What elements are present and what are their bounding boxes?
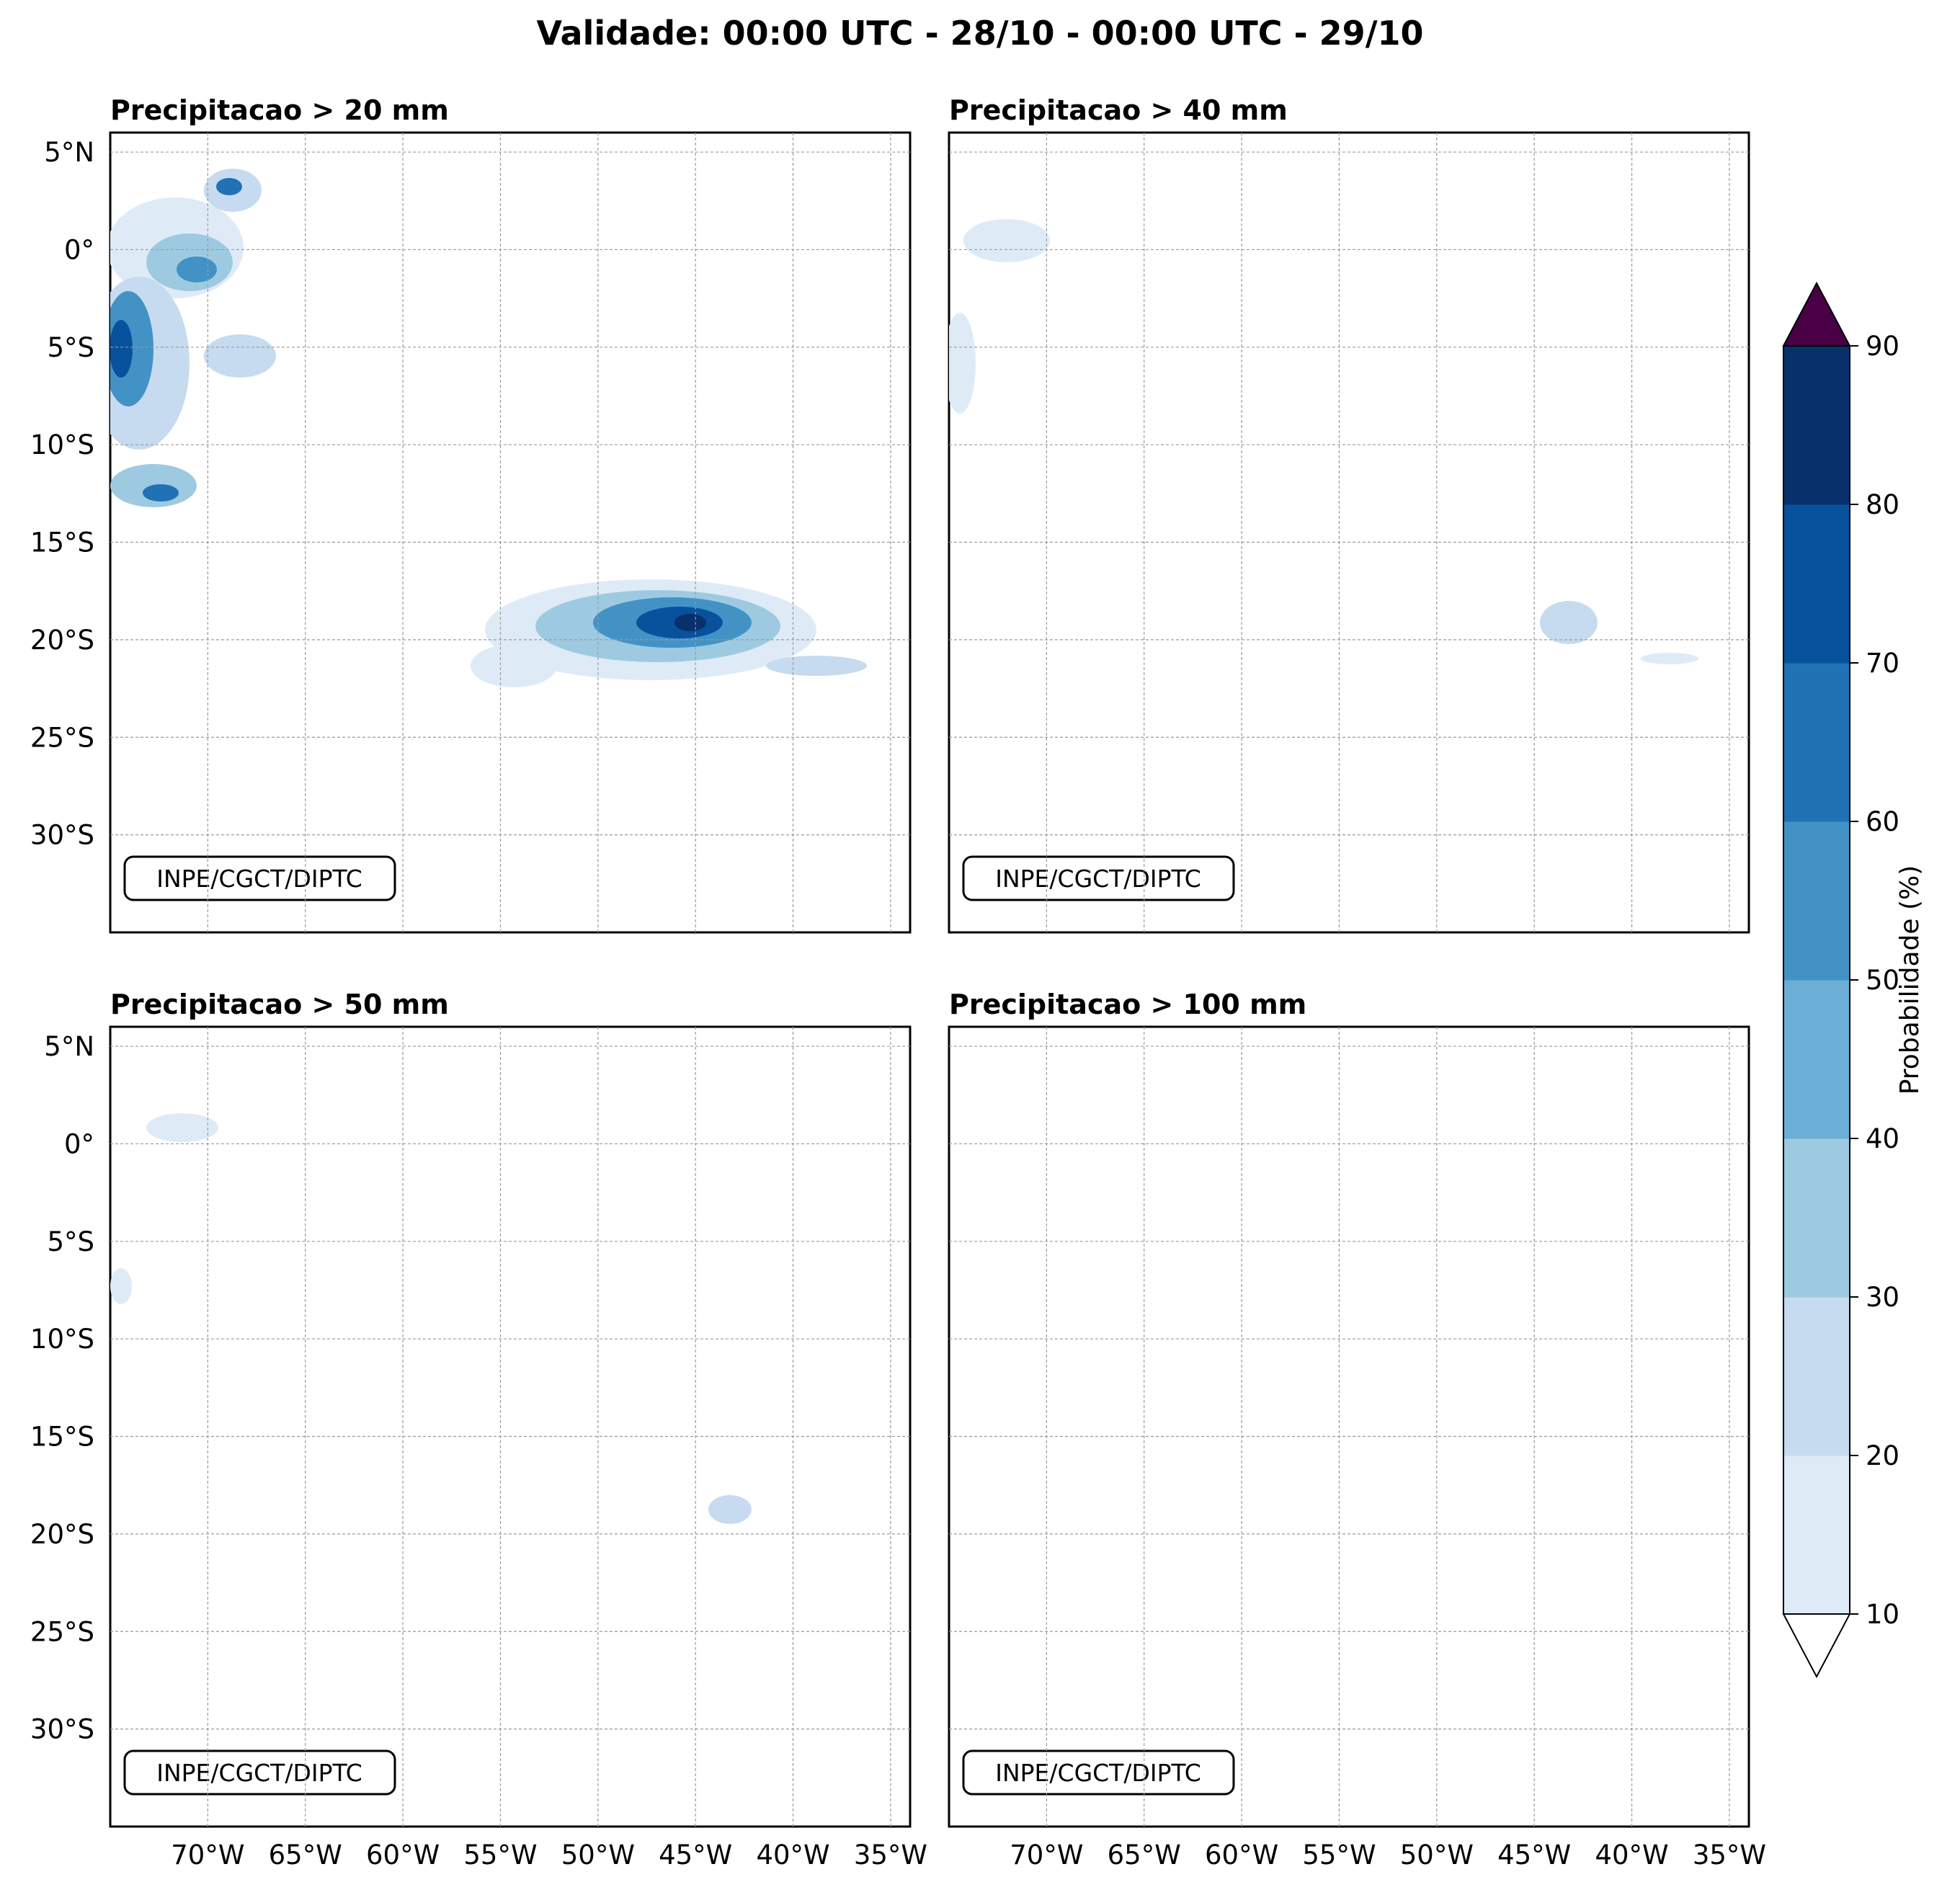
credit-box (123, 1749, 396, 1796)
map-frame (948, 131, 1750, 934)
lat-tick-label: 0° (64, 1128, 94, 1159)
lat-tick-label: 20°S (30, 625, 94, 656)
colorbar-tick-label: 60 (1866, 806, 1899, 837)
map-frame (109, 131, 912, 934)
panel-prec-50mm: INPE/CGCT/DIPTC Precipitacao > 50 mm (109, 989, 912, 1828)
panel-title: Precipitacao > 40 mm (949, 94, 1288, 126)
panel-title: Precipitacao > 100 mm (949, 989, 1306, 1020)
lat-tick-label: 5°S (47, 332, 94, 363)
lon-tick-label: 70°W (171, 1840, 244, 1871)
panel-prec-20mm: INPE/CGCT/DIPTC Precipitacao > 20 mm (109, 94, 912, 934)
colorbar-segment (1783, 346, 1850, 505)
credit-text: INPE/CGCT/DIPTC (156, 1759, 362, 1787)
probability-shading (110, 1113, 752, 1524)
colorbar-tick-label: 40 (1866, 1123, 1899, 1154)
lon-tick-label: 40°W (756, 1840, 829, 1871)
credit-box (123, 855, 396, 901)
lat-tick-label: 5°S (47, 1226, 94, 1257)
panel-title: Precipitacao > 50 mm (110, 989, 449, 1020)
lat-tick-label: 20°S (30, 1519, 94, 1550)
colorbar-tick-label: 10 (1866, 1599, 1899, 1630)
lon-tick-label: 40°W (1595, 1840, 1668, 1871)
lon-tick-label: 45°W (659, 1840, 732, 1871)
credit-text: INPE/CGCT/DIPTC (156, 865, 362, 893)
colorbar-segment (1783, 821, 1850, 981)
colorbar-tick-label: 90 (1866, 331, 1899, 362)
panel-prec-40mm: INPE/CGCT/DIPTC Precipitacao > 40 mm (948, 94, 1750, 934)
lon-tick-label: 50°W (561, 1840, 635, 1871)
lat-tick-label: 15°S (30, 1422, 94, 1453)
credit-box (962, 1749, 1235, 1796)
lat-tick-label: 30°S (30, 1714, 94, 1745)
colorbar-label: Probabilidade (%) (1895, 865, 1925, 1095)
lon-tick-label: 45°W (1497, 1840, 1571, 1871)
colorbar-tick-label: 50 (1866, 965, 1899, 996)
colorbar-tick-label: 70 (1866, 648, 1899, 679)
colorbar-segment (1783, 1297, 1850, 1456)
panel-prec-100mm: INPE/CGCT/DIPTC Precipitacao > 100 mm (948, 989, 1750, 1828)
colorbar-under-arrow (1782, 1613, 1851, 1679)
lon-tick-label: 55°W (463, 1840, 537, 1871)
lat-tick-label: 10°S (30, 429, 94, 460)
figure-title: Validade: 00:00 UTC - 28/10 - 00:00 UTC … (536, 14, 1423, 53)
lat-tick-label: 15°S (30, 527, 94, 558)
gridlines (949, 1027, 1749, 1827)
probability-shading (110, 169, 867, 687)
lon-tick-label: 60°W (1205, 1840, 1278, 1871)
lon-tick-label: 60°W (366, 1840, 440, 1871)
lon-tick-label: 35°W (854, 1840, 927, 1871)
lat-tick-label: 10°S (30, 1324, 94, 1355)
panel-title: Precipitacao > 20 mm (110, 94, 449, 126)
credit-text: INPE/CGCT/DIPTC (995, 865, 1201, 893)
colorbar-segment (1783, 1455, 1850, 1615)
lon-tick-label: 50°W (1400, 1840, 1474, 1871)
colorbar-tick-label: 30 (1866, 1282, 1899, 1313)
colorbar-over-arrow (1782, 281, 1851, 347)
gridlines (110, 133, 910, 932)
lon-tick-label: 65°W (1108, 1840, 1181, 1871)
lat-tick-label: 5°N (44, 1031, 94, 1062)
gridlines (110, 1027, 910, 1827)
lat-tick-label: 0° (64, 234, 94, 265)
colorbar: 10 20 30 40 50 60 70 80 90 Probabilidade (%) (1782, 281, 1925, 1679)
lon-tick-label: 55°W (1302, 1840, 1376, 1871)
map-frame (948, 1025, 1750, 1828)
lon-tick-label: 35°W (1693, 1840, 1766, 1871)
colorbar-tick-label: 20 (1866, 1440, 1899, 1471)
colorbar-segment (1783, 980, 1850, 1139)
gridlines (949, 133, 1749, 932)
credit-text: INPE/CGCT/DIPTC (995, 1759, 1201, 1787)
lat-tick-label: 5°N (44, 137, 94, 168)
lon-tick-label: 70°W (1010, 1840, 1083, 1871)
lat-tick-label: 30°S (30, 820, 94, 851)
credit-box (962, 855, 1235, 901)
colorbar-segment (1783, 663, 1850, 822)
colorbar-tick-label: 80 (1866, 489, 1899, 520)
colorbar-segment (1783, 504, 1850, 664)
colorbar-segment (1783, 1138, 1850, 1298)
probability-shading (949, 219, 1698, 664)
map-frame (109, 1025, 912, 1828)
lat-tick-label: 25°S (30, 1616, 94, 1647)
lon-tick-label: 65°W (269, 1840, 342, 1871)
lat-tick-label: 25°S (30, 722, 94, 753)
